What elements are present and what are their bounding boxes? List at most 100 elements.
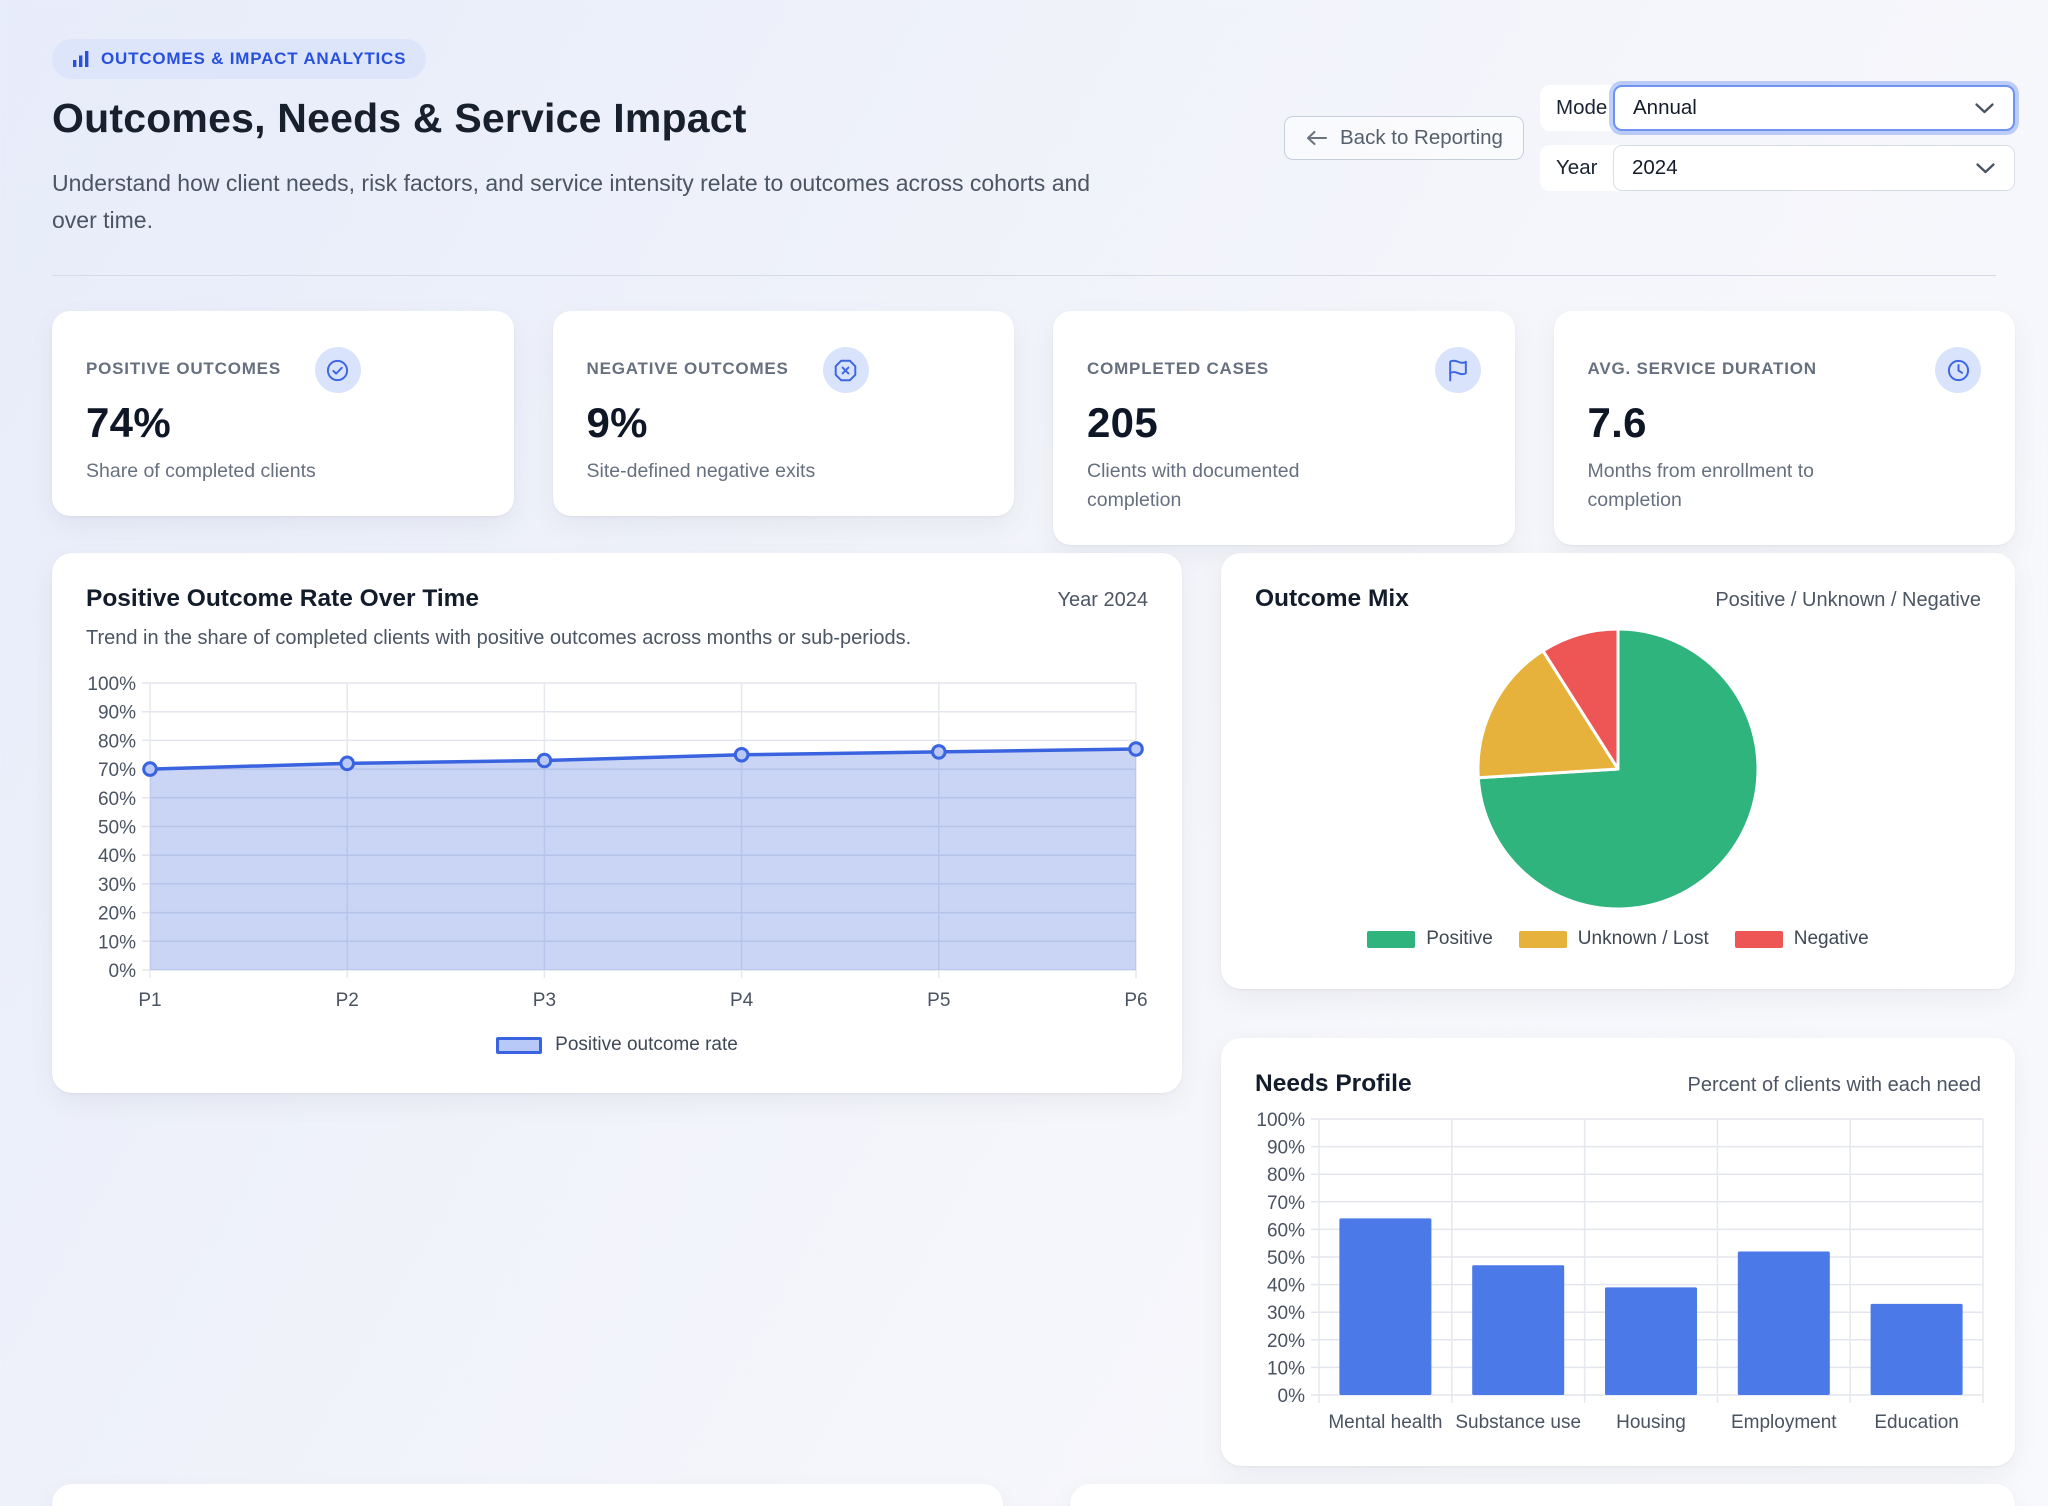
kpi-description: Site-defined negative exits [587, 457, 845, 486]
chart-corner-label: Positive / Unknown / Negative [1715, 589, 1981, 612]
legend-item: Positive [1367, 928, 1493, 950]
kpi-value: 9% [587, 399, 981, 447]
kpi-row: POSITIVE OUTCOMES 74% Share of completed… [52, 311, 2015, 545]
back-button-label: Back to Reporting [1340, 126, 1503, 150]
svg-text:20%: 20% [98, 904, 136, 925]
svg-text:20%: 20% [1267, 1331, 1305, 1352]
legend-swatch-negative [1735, 931, 1783, 948]
partial-card-left [52, 1484, 1003, 1506]
outcome-mix-card: Outcome Mix Positive / Unknown / Negativ… [1221, 553, 2015, 989]
dashboard-page: { "page": { "badge": "OUTCOMES & IMPACT … [0, 0, 2048, 1506]
chart-title: Needs Profile [1255, 1070, 1412, 1098]
mode-label: Mode [1540, 96, 1614, 120]
kpi-card-positive-outcomes: POSITIVE OUTCOMES 74% Share of completed… [52, 311, 514, 516]
flag-icon [1435, 347, 1481, 393]
kpi-card-negative-outcomes: NEGATIVE OUTCOMES 9% Site-defined negati… [553, 311, 1015, 516]
legend-label: Negative [1794, 928, 1869, 950]
chart-subtitle: Trend in the share of completed clients … [86, 627, 1148, 650]
year-label: Year [1540, 156, 1614, 180]
legend-item: Negative [1735, 928, 1869, 950]
legend-item: Unknown / Lost [1519, 928, 1709, 950]
chart-title: Outcome Mix [1255, 585, 1409, 613]
svg-text:90%: 90% [1267, 1138, 1305, 1159]
svg-text:50%: 50% [1267, 1248, 1305, 1269]
svg-text:60%: 60% [98, 789, 136, 810]
pie-chart-legend: Positive Unknown / Lost Negative [1221, 928, 2015, 950]
svg-text:P3: P3 [533, 990, 556, 1011]
svg-text:P6: P6 [1124, 990, 1147, 1011]
kpi-card-completed-cases: COMPLETED CASES 205 Clients with documen… [1053, 311, 1515, 545]
positive-outcome-rate-card: Positive Outcome Rate Over Time Year 202… [52, 553, 1182, 1093]
legend-label: Positive [1426, 928, 1493, 950]
svg-text:70%: 70% [1267, 1193, 1305, 1214]
svg-text:P2: P2 [336, 990, 359, 1011]
svg-text:30%: 30% [1267, 1303, 1305, 1324]
arrow-left-icon [1305, 130, 1328, 146]
legend-swatch-positive [1367, 931, 1415, 948]
svg-text:100%: 100% [1256, 1110, 1305, 1131]
kpi-label: AVG. SERVICE DURATION [1588, 347, 1817, 379]
kpi-card-avg-service-duration: AVG. SERVICE DURATION 7.6 Months from en… [1554, 311, 2016, 545]
svg-text:90%: 90% [98, 703, 136, 724]
needs-profile-card: Needs Profile Percent of clients with ea… [1221, 1038, 2015, 1466]
legend-swatch-unknown [1519, 931, 1567, 948]
svg-text:40%: 40% [1267, 1276, 1305, 1297]
x-octagon-icon [823, 347, 869, 393]
svg-text:P1: P1 [138, 990, 161, 1011]
svg-text:60%: 60% [1267, 1220, 1305, 1241]
page-subtitle: Understand how client needs, risk factor… [52, 165, 1097, 239]
legend-label: Unknown / Lost [1578, 928, 1709, 950]
svg-text:P4: P4 [730, 990, 754, 1011]
svg-text:10%: 10% [98, 932, 136, 953]
legend-label: Positive outcome rate [555, 1034, 738, 1056]
svg-text:Education: Education [1874, 1412, 1959, 1433]
kpi-value: 205 [1087, 399, 1481, 447]
svg-text:40%: 40% [98, 846, 136, 867]
svg-text:30%: 30% [98, 875, 136, 896]
analytics-badge: OUTCOMES & IMPACT ANALYTICS [52, 39, 426, 79]
year-select[interactable]: 2024 [1613, 145, 2015, 191]
badge-label: OUTCOMES & IMPACT ANALYTICS [101, 49, 406, 69]
kpi-value: 7.6 [1588, 399, 1982, 447]
kpi-description: Clients with documented completion [1087, 457, 1345, 515]
svg-text:80%: 80% [1267, 1165, 1305, 1186]
kpi-description: Months from enrollment to completion [1588, 457, 1846, 515]
chevron-down-icon [1975, 162, 1996, 175]
chart-corner-label: Year 2024 [1058, 589, 1148, 612]
chevron-down-icon [1974, 102, 1995, 115]
mode-select[interactable]: Annual [1613, 85, 2015, 131]
svg-text:Employment: Employment [1731, 1412, 1837, 1433]
kpi-value: 74% [86, 399, 480, 447]
svg-text:50%: 50% [98, 818, 136, 839]
kpi-label: COMPLETED CASES [1087, 347, 1269, 379]
svg-text:Mental health: Mental health [1328, 1412, 1442, 1433]
bar-chart-icon [72, 50, 91, 68]
svg-text:80%: 80% [98, 731, 136, 752]
svg-text:P5: P5 [927, 990, 950, 1011]
line-chart: 0% 10% 20% 30% 40% 50% 60% 70% 80% 90% 100% P1 P2 P3 P… [52, 673, 1182, 1023]
svg-text:Substance use: Substance use [1455, 1412, 1581, 1433]
svg-text:100%: 100% [87, 674, 136, 695]
kpi-description: Share of completed clients [86, 457, 344, 486]
kpi-label: POSITIVE OUTCOMES [86, 347, 281, 379]
back-to-reporting-button[interactable]: Back to Reporting [1284, 116, 1524, 160]
svg-text:0%: 0% [109, 961, 137, 982]
svg-text:Housing: Housing [1616, 1412, 1686, 1433]
year-select-value: 2024 [1632, 156, 1678, 180]
line-chart-legend: Positive outcome rate [52, 1034, 1182, 1056]
chart-corner-label: Percent of clients with each need [1687, 1074, 1981, 1097]
svg-text:70%: 70% [98, 760, 136, 781]
chart-title: Positive Outcome Rate Over Time [86, 585, 479, 613]
clock-icon [1935, 347, 1981, 393]
mode-select-value: Annual [1633, 96, 1697, 120]
partial-card-right [1070, 1484, 2015, 1506]
year-control: Year 2024 [1540, 145, 2015, 191]
check-circle-icon [315, 347, 361, 393]
kpi-label: NEGATIVE OUTCOMES [587, 347, 789, 379]
header-divider [52, 275, 1996, 276]
mode-control: Mode Annual [1540, 85, 2015, 131]
pie-chart [1221, 611, 2015, 925]
bar-chart: 0%10%20%30%40%50%60%70%80%90%100%Mental … [1221, 1098, 2015, 1466]
svg-text:10%: 10% [1267, 1358, 1305, 1379]
legend-swatch [496, 1037, 542, 1054]
